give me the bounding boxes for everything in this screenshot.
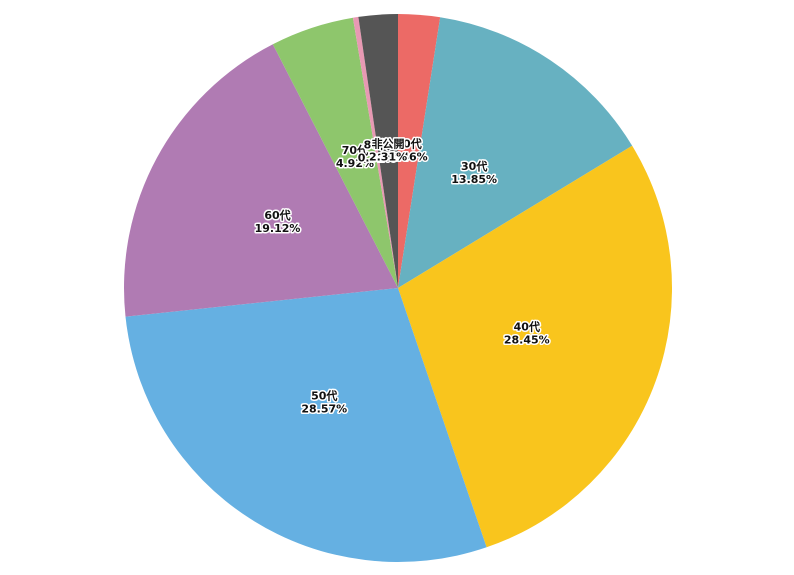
pie-slice [398,14,441,288]
slice-value-label: 28.57% [301,402,347,415]
slice-label: 50代 [311,388,337,402]
pie-slice [352,16,398,289]
slice-label: 80代 [364,138,390,152]
slice-value-label: 2.46% [389,150,427,163]
pie-slice [123,44,398,317]
slice-value-label: 28.45% [504,334,550,347]
pie-slice [398,17,633,289]
pie-slice [398,145,672,548]
slice-value-label: 13.85% [451,173,497,186]
slice-label: 非公開 [372,136,405,150]
slice-value-label: 19.12% [255,222,301,235]
slice-value-label: 4.92% [336,157,374,170]
slice-label: 70代 [342,143,368,157]
slice-label: 40代 [514,320,540,334]
pie-slice [125,288,487,562]
slice-label: 20代 [395,136,421,150]
slice-value-label: 2.31% [369,150,407,163]
pie-slice [272,17,398,288]
pie-slice [358,14,398,288]
slice-label: 30代 [461,159,487,173]
slice-value-label: 0.32% [358,152,396,165]
slice-label: 60代 [264,208,290,222]
